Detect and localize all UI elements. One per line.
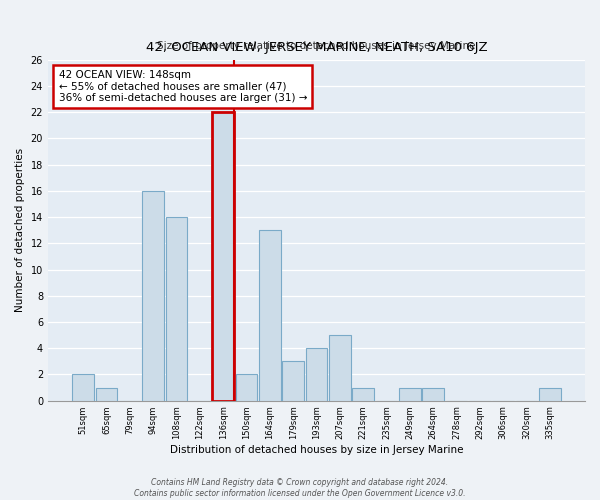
- Bar: [352, 388, 374, 400]
- Bar: [166, 217, 187, 400]
- Bar: [283, 362, 304, 401]
- Bar: [259, 230, 281, 400]
- Bar: [73, 374, 94, 400]
- Bar: [212, 112, 234, 401]
- Title: 42, OCEAN VIEW, JERSEY MARINE, NEATH, SA10 6JZ: 42, OCEAN VIEW, JERSEY MARINE, NEATH, SA…: [146, 42, 487, 54]
- Y-axis label: Number of detached properties: Number of detached properties: [15, 148, 25, 312]
- Text: Contains HM Land Registry data © Crown copyright and database right 2024.
Contai: Contains HM Land Registry data © Crown c…: [134, 478, 466, 498]
- Bar: [236, 374, 257, 400]
- Bar: [306, 348, 327, 401]
- Bar: [539, 388, 560, 400]
- Bar: [142, 191, 164, 400]
- Bar: [329, 335, 350, 400]
- X-axis label: Distribution of detached houses by size in Jersey Marine: Distribution of detached houses by size …: [170, 445, 463, 455]
- Bar: [399, 388, 421, 400]
- Bar: [422, 388, 444, 400]
- Bar: [95, 388, 117, 400]
- Text: Size of property relative to detached houses in Jersey Marine: Size of property relative to detached ho…: [157, 41, 476, 51]
- Text: 42 OCEAN VIEW: 148sqm
← 55% of detached houses are smaller (47)
36% of semi-deta: 42 OCEAN VIEW: 148sqm ← 55% of detached …: [59, 70, 307, 103]
